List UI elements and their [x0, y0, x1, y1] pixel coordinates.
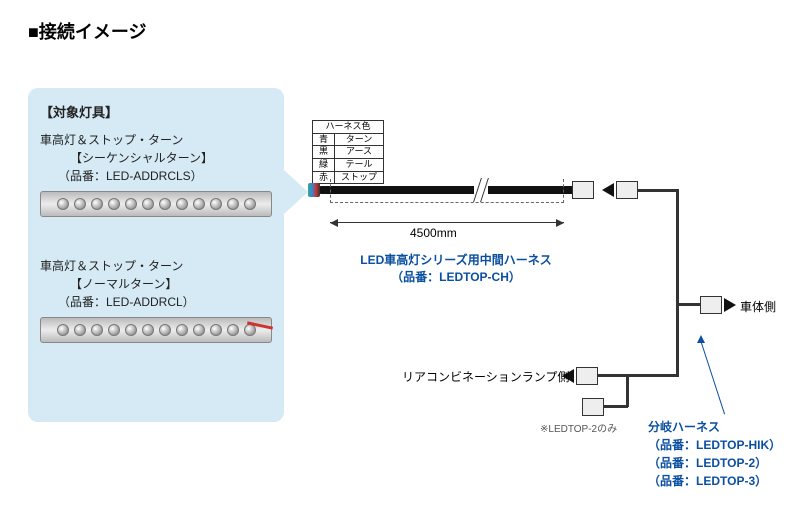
branch-part: （品番：LEDTOP-3）	[648, 474, 767, 488]
intermediate-harness-label: LED車高灯シリーズ用中間ハーネス （品番：LEDTOP-CH）	[326, 252, 586, 286]
connector-icon	[700, 296, 722, 314]
wire-segment	[638, 189, 678, 192]
ht-cell: 緑	[313, 159, 335, 172]
fixture-item: 車高灯＆ストップ・ターン 【ノーマルターン】 （品番：LED-ADDRCL）	[40, 257, 272, 311]
branch-part: （品番：LEDTOP-HIK）	[648, 438, 781, 452]
wire-segment	[598, 374, 678, 377]
fixture-line3: （品番：LED-ADDRCLS）	[40, 167, 272, 185]
arrow-left-icon	[602, 183, 614, 197]
connector-icon	[576, 367, 598, 385]
ht-cell: 青	[313, 133, 335, 146]
dimension-arrow	[330, 222, 564, 223]
branch-harness-label: 分岐ハーネス （品番：LEDTOP-HIK） （品番：LEDTOP-2） （品番…	[648, 418, 781, 490]
intermediate-harness-wire	[318, 186, 578, 194]
branch-part: （品番：LEDTOP-2）	[648, 456, 767, 470]
ht-cell: ターン	[335, 133, 384, 146]
ht-cell: テール	[335, 159, 384, 172]
dimension-value: 4500mm	[410, 226, 457, 240]
mid-part: （品番：LEDTOP-CH）	[326, 269, 586, 286]
leader-line	[700, 340, 725, 414]
led-strip-graphic	[40, 191, 272, 217]
fixture-line3: （品番：LED-ADDRCL）	[40, 293, 272, 311]
panel-heading: 【対象灯具】	[40, 102, 272, 121]
connector-icon	[582, 398, 604, 416]
callout-pointer	[284, 170, 308, 214]
ht-header: ハーネス色	[313, 121, 384, 134]
ht-cell: 黒	[313, 146, 335, 159]
ht-cell: アース	[335, 146, 384, 159]
body-side-label: 車体側	[740, 298, 776, 315]
connector-icon	[616, 181, 638, 199]
page-title: ■接続イメージ	[28, 18, 147, 44]
wire-segment	[604, 405, 628, 408]
leader-arrowhead	[697, 335, 705, 343]
fixture-line1: 車高灯＆ストップ・ターン	[40, 133, 183, 147]
ledtop2-note: ※LEDTOP-2のみ	[540, 420, 617, 435]
connector-icon	[572, 181, 594, 199]
arrow-right-icon	[724, 298, 736, 312]
fixture-line2: 【シーケンシャルターン】	[40, 149, 272, 167]
dimension-line	[330, 202, 564, 203]
harness-color-table: ハーネス色 青ターン 黒アース 緑テール 赤ストップ	[312, 120, 384, 184]
wire-segment	[676, 189, 679, 377]
rear-combo-label: リアコンビネーションランプ側	[402, 368, 569, 385]
target-fixtures-panel: 【対象灯具】 車高灯＆ストップ・ターン 【シーケンシャルターン】 （品番：LED…	[28, 88, 284, 422]
ht-cell: ストップ	[335, 171, 384, 184]
branch-title: 分岐ハーネス	[648, 420, 720, 434]
mid-title: LED車高灯シリーズ用中間ハーネス	[360, 253, 551, 267]
led-strip-graphic	[40, 317, 272, 343]
fixture-line2: 【ノーマルターン】	[40, 275, 272, 293]
fixture-item: 車高灯＆ストップ・ターン 【シーケンシャルターン】 （品番：LED-ADDRCL…	[40, 131, 272, 185]
fixture-line1: 車高灯＆ストップ・ターン	[40, 259, 183, 273]
wire-segment	[626, 377, 629, 407]
wire-break-icon	[474, 178, 488, 202]
